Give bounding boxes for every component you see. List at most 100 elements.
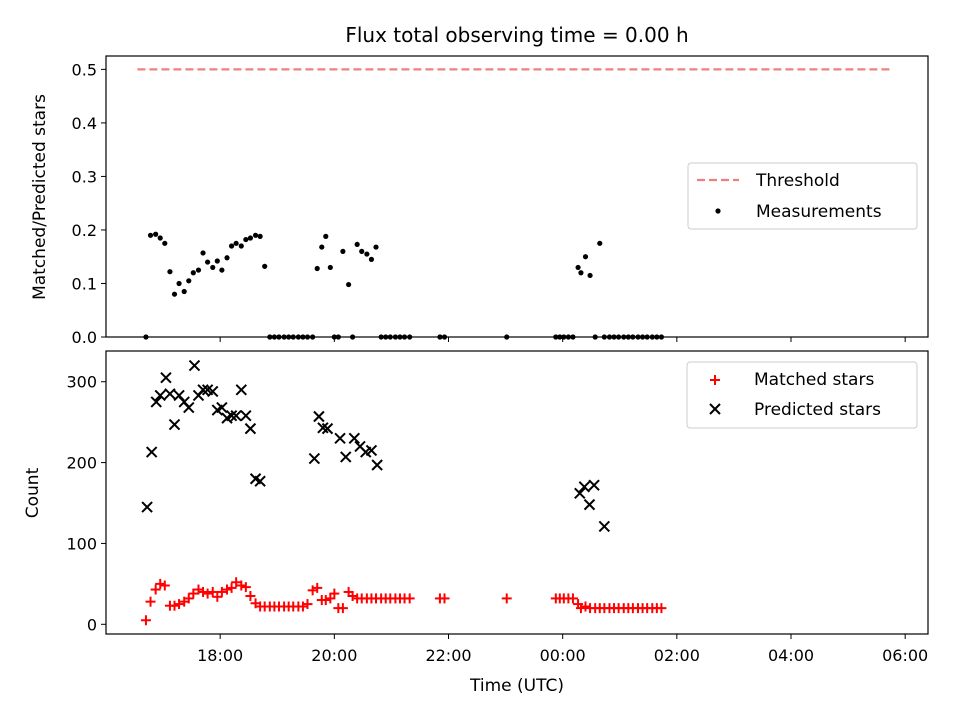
- bottom-y-tick-label: 0: [87, 615, 97, 634]
- predicted-point: [308, 452, 321, 465]
- measurement-point: [186, 278, 192, 284]
- matched-point: [159, 580, 170, 591]
- bottom-y-tick-label: 200: [66, 454, 97, 473]
- predicted-point: [183, 401, 195, 414]
- predicted-point: [348, 432, 361, 445]
- measurement-point: [157, 235, 163, 241]
- measurement-point: [233, 240, 239, 246]
- predicted-point: [188, 359, 201, 372]
- predicted-point: [334, 432, 346, 445]
- predicted-legend-label: Predicted stars: [754, 400, 881, 420]
- matched-point: [155, 578, 166, 589]
- bottom-panel: 0 100 200 300 18:00 20:00 22:00 00:00 02:00 04:0…: [23, 350, 929, 696]
- x-tick-label: 20:00: [311, 646, 357, 665]
- top-legend-box: [687, 162, 918, 230]
- matched-point: [231, 577, 242, 588]
- bottom-y-axis-label: Count: [23, 467, 43, 518]
- matched-point: [183, 593, 194, 604]
- measurement-point: [252, 232, 259, 238]
- bottom-y-ticks: 0 100 200 300: [66, 373, 106, 634]
- predicted-point: [254, 475, 266, 487]
- measurement-point: [262, 263, 268, 269]
- measurement-point: [327, 264, 333, 271]
- matched-point: [245, 590, 256, 601]
- measurement-point: [195, 267, 202, 273]
- matched-point: [188, 588, 199, 599]
- matched-point: [337, 603, 348, 614]
- measurement-point: [210, 264, 216, 271]
- measurement-point: [359, 248, 365, 254]
- predicted-point: [598, 520, 611, 533]
- matched-point: [207, 586, 218, 597]
- measurement-point: [257, 233, 263, 239]
- matched-point: [202, 588, 213, 599]
- bottom-y-tick-label: 300: [66, 373, 97, 392]
- predicted-point: [340, 451, 352, 463]
- predicted-point: [574, 487, 586, 500]
- measurement-point: [597, 240, 603, 246]
- predicted-point: [578, 481, 591, 493]
- matched-point: [439, 593, 450, 604]
- matched-point: [302, 599, 313, 610]
- predicted-point: [321, 422, 334, 435]
- matched-point: [312, 582, 323, 593]
- top-y-tick-label: 0.0: [72, 328, 97, 347]
- measurement-point: [323, 233, 329, 239]
- matched-point: [320, 595, 331, 606]
- matched-point: [501, 593, 512, 604]
- chart-title: Flux total observing time = 0.00 h: [345, 23, 688, 47]
- matched-point: [226, 582, 237, 593]
- measurement-point: [162, 240, 168, 246]
- measurement-point: [582, 254, 589, 260]
- measurement-point: [575, 264, 581, 271]
- measurements-legend-swatch: [715, 208, 721, 214]
- matched-point: [656, 603, 667, 614]
- matched-legend-swatch: [710, 375, 720, 385]
- measurement-point: [147, 232, 154, 238]
- predicted-point: [207, 385, 219, 398]
- measurement-point: [219, 267, 225, 273]
- measurements-legend-label: Measurements: [756, 202, 882, 222]
- bottom-marks: [140, 359, 667, 626]
- bottom-axes-frame: [105, 350, 929, 635]
- measurement-point: [205, 259, 211, 265]
- predicted-legend-swatch: [709, 403, 721, 415]
- predicted-point: [225, 409, 238, 422]
- measurement-point: [373, 244, 379, 250]
- measurement-point: [247, 235, 254, 241]
- matched-point: [236, 580, 247, 591]
- measurement-point: [153, 231, 159, 237]
- predicted-point: [235, 384, 247, 396]
- matched-point: [575, 603, 586, 614]
- measurement-point: [243, 236, 249, 243]
- predicted-point: [160, 371, 172, 384]
- measurement-point: [587, 272, 593, 279]
- measurement-point: [176, 280, 182, 287]
- top-y-tick-label: 0.1: [72, 274, 97, 293]
- top-marks: [137, 68, 891, 340]
- matched-point: [150, 584, 161, 595]
- top-x-ticks: [219, 337, 906, 342]
- top-y-ticks: 0.0 0.1 0.2 0.3 0.4 0.5: [72, 60, 106, 347]
- top-y-tick-label: 0.2: [72, 221, 97, 240]
- predicted-point: [230, 409, 242, 422]
- predicted-point: [365, 444, 378, 457]
- predicted-point: [150, 396, 162, 408]
- measurement-point: [181, 288, 187, 295]
- predicted-point: [313, 410, 325, 423]
- bottom-x-ticks: 18:00 20:00 22:00 00:00 02:00 04:00 06:00: [197, 634, 928, 665]
- matched-point: [580, 601, 591, 612]
- top-legend: Threshold Measurements: [687, 162, 918, 230]
- predicted-point: [216, 401, 228, 414]
- measurement-point: [368, 256, 375, 262]
- top-y-tick-label: 0.5: [72, 60, 97, 79]
- x-tick-label: 00:00: [540, 646, 586, 665]
- measurement-point: [578, 270, 584, 276]
- measurement-point: [340, 248, 346, 254]
- predicted-point: [141, 501, 153, 513]
- top-y-axis-label: Matched/Predicted stars: [30, 94, 50, 300]
- x-axis-label: Time (UTC): [469, 676, 564, 696]
- matched-point: [222, 584, 233, 595]
- x-tick-label: 04:00: [768, 646, 814, 665]
- measurement-point: [224, 255, 230, 261]
